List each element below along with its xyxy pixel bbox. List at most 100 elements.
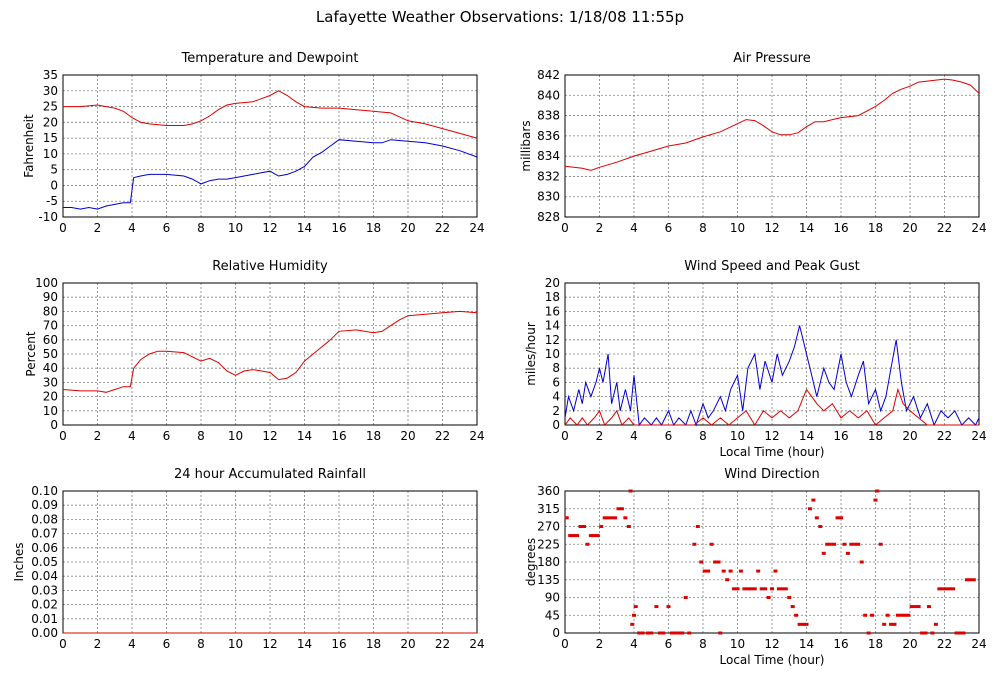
y-tick-label: 0.07 [31, 527, 58, 541]
data-point [763, 587, 768, 591]
x-tick-label: 22 [435, 429, 450, 443]
data-point [852, 542, 857, 546]
y-tick-label: 0.08 [31, 512, 58, 526]
y-tick-label: -5 [46, 194, 58, 208]
data-point [564, 516, 569, 520]
data-point [892, 622, 897, 626]
data-point [839, 516, 843, 520]
data-point [585, 542, 590, 546]
data-point [849, 542, 854, 546]
x-tick-label: 20 [902, 221, 917, 235]
plot-frame [564, 74, 980, 218]
x-tick-label: 16 [833, 221, 848, 235]
data-point [713, 560, 718, 564]
y-tick-label: 90 [43, 290, 58, 304]
y-tick-label: 80 [43, 304, 58, 318]
data-point [654, 605, 659, 609]
y-tick-label: 180 [537, 555, 560, 569]
y-tick-label: 14 [545, 319, 560, 333]
x-tick-label: 20 [400, 637, 415, 651]
x-tick-label: 12 [764, 221, 779, 235]
data-point [716, 560, 721, 564]
data-point [673, 631, 678, 635]
data-point [683, 596, 688, 599]
x-tick-label: 6 [163, 637, 171, 651]
x-tick-label: 6 [665, 221, 673, 235]
y-tick-label: -10 [38, 210, 58, 224]
y-tick-label: 30 [43, 84, 58, 98]
x-tick-label: 10 [228, 429, 243, 443]
x-tick-label: 24 [971, 429, 986, 443]
data-point [889, 622, 894, 626]
x-tick-label: 20 [400, 221, 415, 235]
y-tick-label: 4 [552, 390, 560, 404]
y-tick-label: 0.10 [31, 484, 58, 498]
y-tick-label: 0.00 [31, 626, 58, 640]
series-line-2 [564, 387, 979, 426]
data-point [866, 631, 871, 635]
y-tick-label: 35 [43, 68, 58, 82]
y-tick-label: 0.09 [31, 498, 58, 512]
series-line-1 [564, 78, 980, 171]
data-point [835, 516, 840, 520]
y-tick-label: 15 [43, 131, 58, 145]
data-point [745, 587, 750, 591]
y-tick-label: 10 [43, 147, 58, 161]
data-point [749, 587, 754, 591]
x-tick-label: 20 [902, 637, 917, 651]
series-line-1 [63, 90, 478, 139]
y-tick-label: 0.05 [31, 555, 58, 569]
x-tick-label: 8 [699, 221, 707, 235]
y-tick-label: 836 [537, 129, 560, 143]
x-tick-label: 0 [561, 637, 569, 651]
data-point [571, 534, 576, 538]
x-tick-label: 18 [366, 221, 381, 235]
data-point [592, 534, 597, 538]
data-point [637, 631, 642, 635]
y-tick-label: 270 [537, 520, 560, 534]
y-tick-label: 2 [552, 404, 560, 418]
data-point [933, 622, 938, 626]
y-tick-label: 20 [43, 115, 58, 129]
data-point [628, 489, 633, 493]
data-point [878, 542, 883, 546]
y-axis-label: Inches [12, 543, 26, 582]
x-tick-label: 4 [630, 637, 638, 651]
y-axis-label: millibars [519, 120, 533, 171]
y-axis-label: Fahrenheit [22, 114, 36, 178]
data-point [742, 587, 747, 591]
x-tick-label: 0 [561, 429, 569, 443]
data-point [940, 587, 945, 591]
x-tick-label: 10 [730, 221, 745, 235]
data-point [780, 587, 785, 591]
data-point [875, 489, 880, 493]
data-point [718, 631, 723, 635]
y-tick-label: 6 [552, 375, 560, 389]
x-tick-label: 2 [596, 637, 604, 651]
data-point [735, 587, 740, 591]
data-point [632, 613, 636, 617]
data-point [588, 534, 593, 538]
x-tick-label: 8 [197, 429, 205, 443]
series-line-1 [564, 325, 980, 427]
data-point [885, 613, 890, 617]
data-point [859, 560, 864, 564]
y-tick-label: 30 [43, 375, 58, 389]
data-point [738, 569, 743, 573]
data-point [923, 631, 928, 635]
data-point [759, 587, 764, 591]
data-point [916, 605, 921, 609]
data-point [602, 516, 607, 520]
data-point [766, 596, 771, 599]
y-tick-label: 10 [545, 347, 560, 361]
x-tick-label: 12 [764, 429, 779, 443]
x-tick-label: 16 [331, 221, 346, 235]
data-point [692, 542, 697, 546]
data-point [902, 613, 907, 617]
data-point [968, 578, 973, 582]
x-tick-label: 18 [366, 637, 381, 651]
